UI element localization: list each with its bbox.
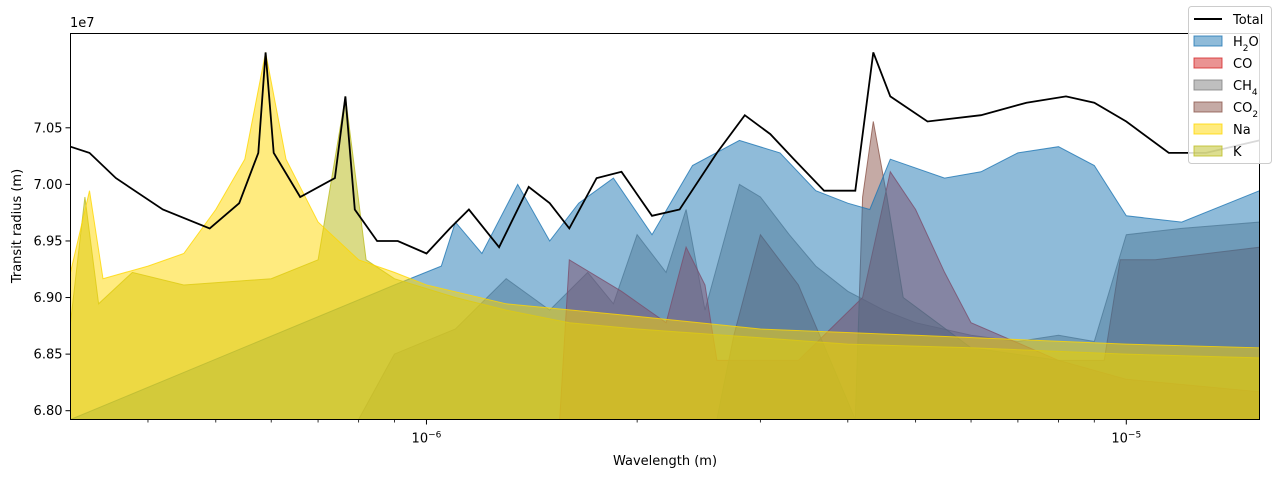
y-tick-label: 7.05 <box>34 121 63 136</box>
y-axis-ticks: 6.80 6.85 6.90 6.95 7.00 7.05 <box>34 121 71 419</box>
legend-label: Na <box>1233 123 1251 138</box>
legend-swatch <box>1193 79 1223 91</box>
legend-swatch <box>1193 145 1223 157</box>
legend-swatch <box>1193 101 1223 113</box>
y-axis-label: Transit radius (m) <box>10 169 25 284</box>
x-axis-ticks: 10−6 10−5 <box>147 419 1141 447</box>
legend: Total H2O CO CH4 CO2 Na K <box>1188 6 1272 164</box>
x-axis-label: Wavelength (m) <box>613 454 717 469</box>
plot-frame <box>70 33 1260 420</box>
legend-label: CO2 <box>1233 101 1258 120</box>
total-line-group <box>70 52 1260 255</box>
y-tick-label: 6.85 <box>34 348 63 363</box>
legend-swatch <box>1193 57 1223 69</box>
y-tick-label: 6.95 <box>34 234 63 249</box>
legend-label: CO <box>1233 57 1252 72</box>
legend-swatch <box>1193 35 1223 47</box>
x-tick-label: 10−5 <box>1111 431 1141 447</box>
y-tick-label: 6.90 <box>34 291 63 306</box>
x-tick-label: 10−6 <box>412 431 442 447</box>
y-tick-label: 7.00 <box>34 178 63 193</box>
legend-label: CH4 <box>1233 79 1258 98</box>
legend-swatch <box>1193 123 1223 135</box>
area-na <box>70 52 1260 420</box>
species-areas <box>70 52 1260 420</box>
legend-label: H2O <box>1233 35 1259 54</box>
legend-label: Total <box>1232 13 1263 28</box>
y-offset-text: 1e7 <box>70 16 95 31</box>
legend-label: K <box>1233 145 1242 160</box>
line-total <box>70 52 1260 255</box>
y-tick-label: 6.80 <box>34 404 63 419</box>
